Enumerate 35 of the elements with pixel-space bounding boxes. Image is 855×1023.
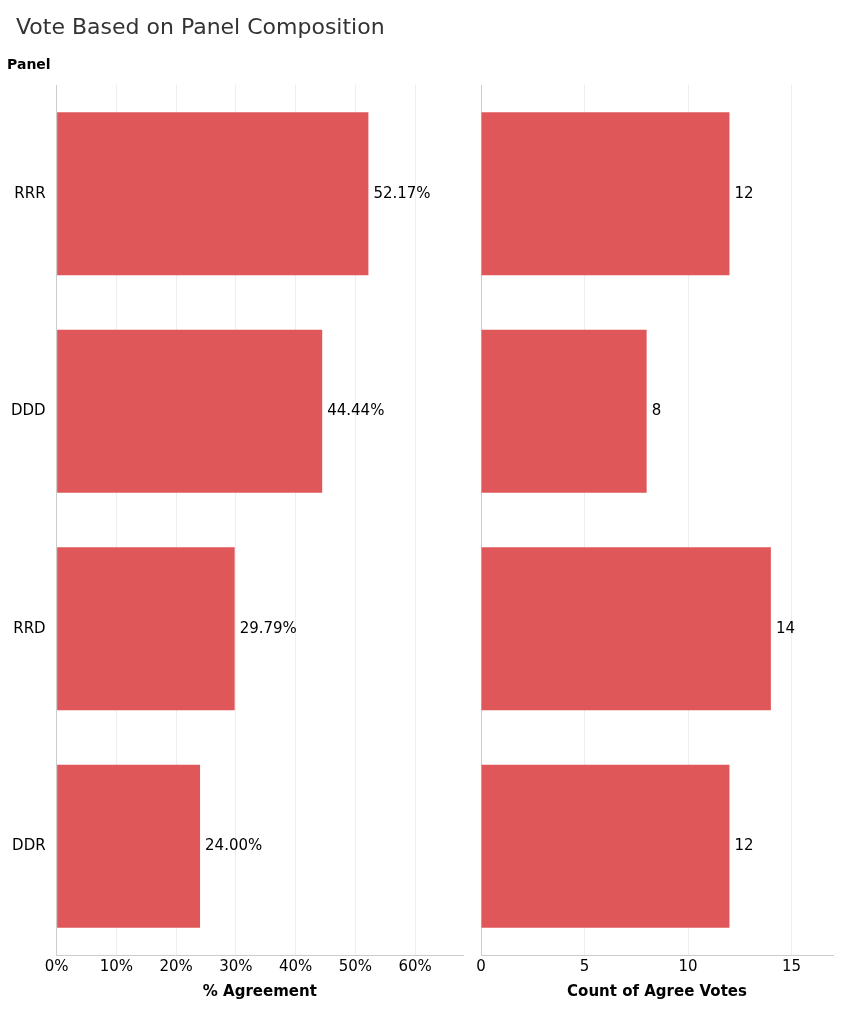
data-label: 44.44% [327, 401, 385, 420]
x-tick-label: 0% [44, 956, 69, 975]
bar [481, 764, 730, 928]
x-tick-label: 10 [678, 956, 698, 975]
x-tick-label: 5 [579, 956, 590, 975]
x-tick-label: 40% [279, 956, 313, 975]
x-tick-label: 15 [782, 956, 802, 975]
bar [57, 112, 369, 276]
data-label: 52.17% [373, 183, 431, 202]
data-label: 14 [775, 618, 795, 637]
y-tick-label: DDR [12, 836, 46, 855]
data-label: 12 [734, 183, 754, 202]
y-axis-title: Panel [7, 55, 51, 72]
y-tick-label: DDD [10, 401, 46, 420]
x-tick-label: 0 [476, 956, 486, 975]
bar [481, 329, 647, 493]
bar [57, 329, 323, 493]
chart-title: Vote Based on Panel Composition [15, 13, 386, 41]
bar [57, 764, 201, 928]
x-tick-label: 30% [219, 956, 253, 975]
data-label: 29.79% [239, 618, 297, 637]
data-label: 12 [734, 836, 754, 855]
x-tick-label: 60% [398, 956, 432, 975]
bar [481, 112, 730, 276]
y-tick-label: RRR [14, 183, 46, 202]
data-label: 8 [651, 401, 662, 420]
x-axis-title: Count of Agree Votes [567, 981, 747, 1000]
x-tick-label: 20% [159, 956, 193, 975]
x-axis-title: % Agreement [202, 981, 317, 1000]
y-tick-label: RRD [13, 618, 46, 637]
x-tick-label: 50% [338, 956, 373, 975]
bar [481, 547, 771, 711]
bar [57, 547, 235, 711]
x-tick-label: 10% [99, 956, 134, 975]
data-label: 24.00% [205, 836, 263, 855]
